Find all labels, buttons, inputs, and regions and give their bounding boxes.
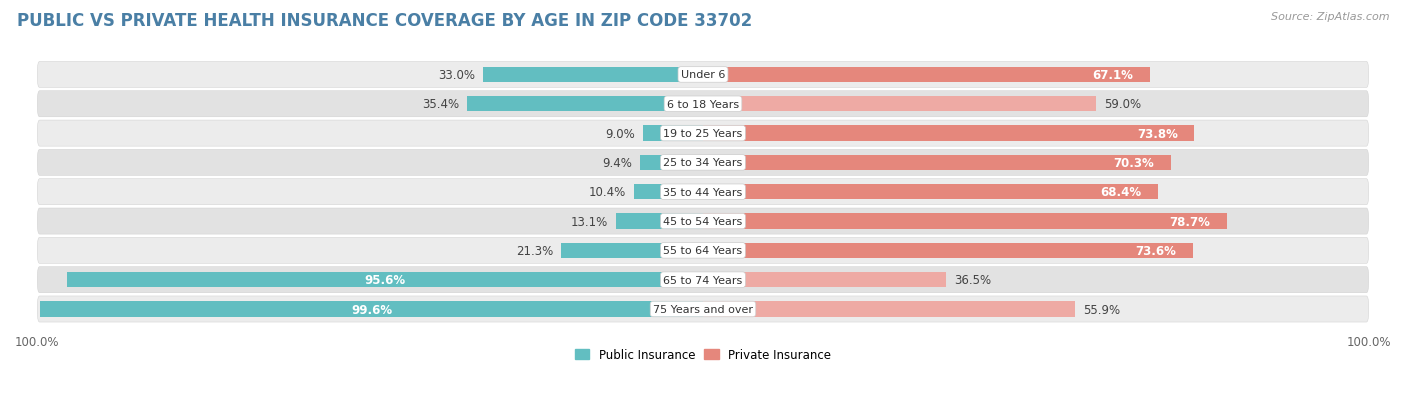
Text: 67.1%: 67.1% <box>1092 69 1133 82</box>
Bar <box>703 214 1227 229</box>
Bar <box>703 243 1194 259</box>
FancyBboxPatch shape <box>38 121 1368 147</box>
Text: 36.5%: 36.5% <box>955 273 991 287</box>
Text: 9.4%: 9.4% <box>603 157 633 169</box>
FancyBboxPatch shape <box>38 267 1368 293</box>
Bar <box>616 214 703 229</box>
Bar <box>561 243 703 259</box>
FancyBboxPatch shape <box>38 179 1368 205</box>
Text: 10.4%: 10.4% <box>589 186 626 199</box>
Text: 75 Years and over: 75 Years and over <box>652 304 754 314</box>
Text: 9.0%: 9.0% <box>606 127 636 140</box>
Text: Under 6: Under 6 <box>681 70 725 80</box>
FancyBboxPatch shape <box>38 296 1368 322</box>
FancyBboxPatch shape <box>38 209 1368 235</box>
Text: 33.0%: 33.0% <box>439 69 475 82</box>
Text: 35 to 44 Years: 35 to 44 Years <box>664 187 742 197</box>
Text: 35.4%: 35.4% <box>422 98 460 111</box>
Text: 6 to 18 Years: 6 to 18 Years <box>666 100 740 109</box>
Text: 99.6%: 99.6% <box>352 303 392 316</box>
Bar <box>703 273 946 287</box>
Bar <box>467 97 703 112</box>
Text: 19 to 25 Years: 19 to 25 Years <box>664 129 742 139</box>
Bar <box>634 185 703 200</box>
Text: 95.6%: 95.6% <box>364 273 405 287</box>
FancyBboxPatch shape <box>38 62 1368 88</box>
Bar <box>703 185 1159 200</box>
Text: 68.4%: 68.4% <box>1101 186 1142 199</box>
FancyBboxPatch shape <box>38 238 1368 264</box>
FancyBboxPatch shape <box>38 92 1368 118</box>
Text: 73.6%: 73.6% <box>1136 244 1177 257</box>
Bar <box>703 68 1150 83</box>
Text: 78.7%: 78.7% <box>1170 215 1211 228</box>
Bar <box>703 301 1076 317</box>
Text: 73.8%: 73.8% <box>1137 127 1178 140</box>
Text: 70.3%: 70.3% <box>1114 157 1154 169</box>
Bar <box>643 126 703 141</box>
Text: PUBLIC VS PRIVATE HEALTH INSURANCE COVERAGE BY AGE IN ZIP CODE 33702: PUBLIC VS PRIVATE HEALTH INSURANCE COVER… <box>17 12 752 30</box>
Bar <box>39 301 703 317</box>
FancyBboxPatch shape <box>38 150 1368 176</box>
Text: 55 to 64 Years: 55 to 64 Years <box>664 246 742 256</box>
Text: 45 to 54 Years: 45 to 54 Years <box>664 216 742 226</box>
Text: 25 to 34 Years: 25 to 34 Years <box>664 158 742 168</box>
Text: Source: ZipAtlas.com: Source: ZipAtlas.com <box>1271 12 1389 22</box>
Bar <box>484 68 703 83</box>
Bar <box>703 126 1194 141</box>
Text: 21.3%: 21.3% <box>516 244 553 257</box>
Bar <box>66 273 703 287</box>
Legend: Public Insurance, Private Insurance: Public Insurance, Private Insurance <box>571 344 835 366</box>
Bar <box>703 97 1095 112</box>
Text: 13.1%: 13.1% <box>571 215 607 228</box>
Bar <box>703 155 1171 171</box>
Text: 59.0%: 59.0% <box>1104 98 1140 111</box>
Bar <box>640 155 703 171</box>
Text: 65 to 74 Years: 65 to 74 Years <box>664 275 742 285</box>
Text: 55.9%: 55.9% <box>1083 303 1121 316</box>
